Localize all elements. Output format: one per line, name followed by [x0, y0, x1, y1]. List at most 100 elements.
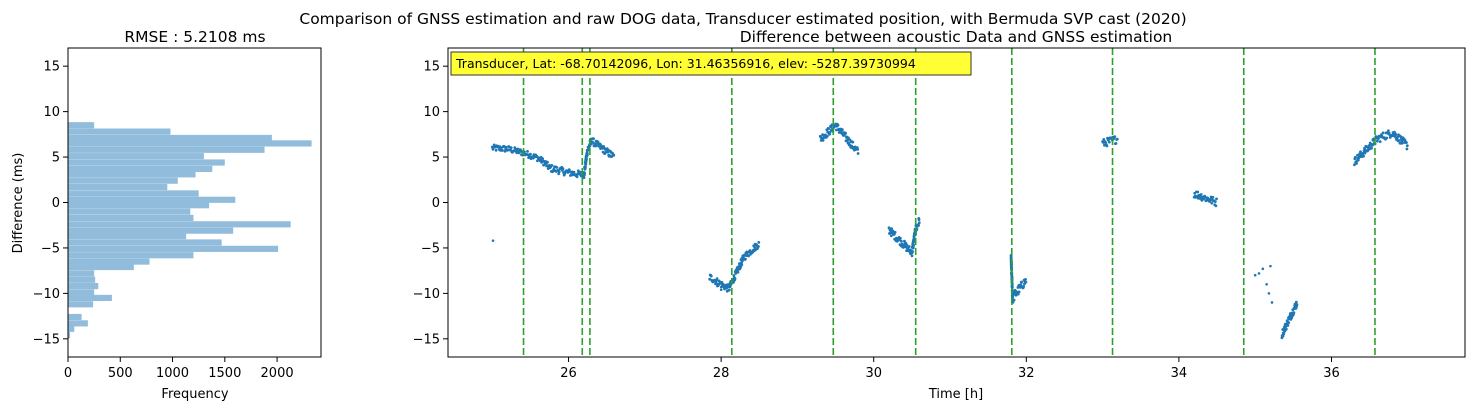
histogram-bar	[68, 177, 178, 184]
histogram-bar	[68, 252, 194, 259]
scatter-x-tick-label: 28	[713, 366, 730, 381]
scatter-point	[1381, 131, 1385, 135]
histogram-bar	[68, 146, 265, 153]
scatter-annotation: Transducer, Lat: -68.70142096, Lon: 31.4…	[450, 51, 972, 76]
histogram-bar	[68, 208, 191, 215]
scatter-point	[851, 140, 855, 144]
histogram-bar	[68, 239, 222, 246]
histogram-bar	[68, 301, 94, 308]
scatter-point	[910, 254, 914, 258]
scatter-point	[1257, 272, 1261, 275]
scatter-point	[509, 146, 513, 150]
scatter-title: Difference between acoustic Data and GNS…	[740, 28, 1173, 46]
scatter-point	[1253, 273, 1257, 277]
scatter-point	[529, 152, 532, 156]
scatter-point	[1294, 300, 1298, 304]
scatter-point	[584, 166, 587, 170]
histogram-bars	[68, 122, 312, 339]
histogram-bar	[68, 134, 272, 142]
histogram-bar	[68, 214, 194, 222]
scatter-point	[847, 136, 850, 140]
scatter-point	[821, 139, 825, 142]
scatter-point	[586, 152, 589, 156]
scatter-point	[1208, 200, 1212, 203]
histogram-x-label: Frequency	[161, 387, 228, 402]
scatter-point	[723, 287, 726, 291]
scatter-y-tick-label: −15	[413, 332, 440, 347]
histogram-bar	[68, 196, 236, 203]
scatter-point	[555, 166, 559, 169]
scatter-y-tick-label: 15	[423, 60, 440, 75]
scatter-point	[836, 123, 840, 127]
scatter-point	[856, 152, 860, 155]
histogram-x-tick-label: 500	[108, 366, 133, 381]
scatter-point	[829, 125, 833, 129]
scatter-point	[708, 277, 712, 281]
scatter-point	[1214, 204, 1218, 208]
scatter-point	[585, 157, 588, 161]
scatter-point	[899, 236, 902, 240]
scatter-point	[503, 149, 507, 153]
scatter-point	[912, 243, 915, 247]
histogram-bar	[68, 258, 150, 265]
scatter-point	[727, 288, 731, 292]
scatter-point	[889, 234, 893, 238]
histogram-bar	[68, 294, 112, 302]
scatter-point	[715, 277, 719, 281]
scatter-point	[757, 241, 761, 244]
scatter-point	[612, 153, 616, 157]
scatter-point	[1024, 278, 1027, 281]
scatter-point	[588, 144, 592, 148]
scatter-y-tick-label: 5	[432, 151, 440, 166]
scatter-point	[1378, 140, 1382, 144]
scatter-point	[494, 148, 498, 152]
scatter-point	[546, 160, 549, 164]
scatter-y-ticks: −15 −10 −5 0 5 10 15	[413, 60, 448, 347]
scatter-point	[1371, 143, 1374, 147]
scatter-point	[501, 149, 504, 152]
scatter-point	[1022, 285, 1025, 288]
histogram-y-tick-label: −15	[33, 332, 60, 347]
histogram-bar	[68, 165, 213, 172]
histogram-bar	[68, 332, 71, 339]
scatter-point	[747, 254, 750, 258]
histogram-y-tick-label: −10	[33, 287, 60, 302]
histogram-bar	[68, 221, 291, 228]
scatter-point	[541, 157, 544, 161]
scatter-point	[606, 148, 610, 152]
scatter-point	[1196, 190, 1200, 194]
scatter-point	[1114, 142, 1118, 145]
scatter-points	[490, 122, 1409, 340]
scatter-point	[1011, 295, 1014, 299]
scatter-point	[595, 144, 598, 148]
histogram-y-tick-label: 10	[43, 105, 60, 120]
scatter-point	[561, 167, 565, 171]
scatter-point	[899, 239, 903, 243]
scatter-point	[917, 221, 921, 225]
scatter-point	[1213, 200, 1217, 204]
scatter-point	[846, 138, 849, 142]
scatter-point	[1366, 149, 1369, 153]
scatter-annotation-text: Transducer, Lat: -68.70142096, Lon: 31.4…	[455, 56, 916, 71]
scatter-point	[606, 150, 610, 154]
scatter-x-ticks: 26 28 30 32 34 36	[560, 357, 1340, 381]
scatter-point	[1362, 154, 1365, 158]
scatter-point	[1115, 137, 1119, 141]
scatter-point	[1020, 280, 1024, 284]
scatter-x-tick-label: 34	[1171, 366, 1188, 381]
scatter-point	[492, 143, 496, 147]
scatter-point	[491, 239, 495, 242]
scatter-y-tick-label: −10	[413, 287, 440, 302]
scatter-y-tick-label: 10	[423, 105, 440, 120]
scatter-point	[1355, 161, 1358, 165]
histogram-bar	[68, 227, 234, 234]
scatter-point	[1292, 311, 1296, 315]
histogram-x-ticks: 0 500 1000 1500 2000	[64, 357, 294, 381]
scatter-point	[907, 245, 911, 248]
histogram-bar	[68, 159, 225, 166]
scatter-point	[526, 150, 529, 153]
histogram-x-tick-label: 2000	[261, 366, 294, 381]
scatter-point	[1385, 136, 1389, 140]
scatter-point	[1394, 133, 1398, 137]
scatter-point	[582, 176, 586, 180]
